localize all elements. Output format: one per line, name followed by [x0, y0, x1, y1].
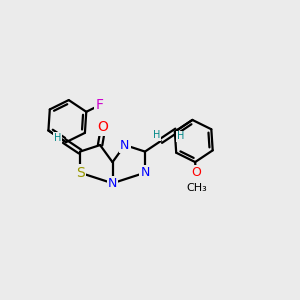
Text: H: H [54, 133, 61, 143]
Text: H: H [153, 130, 160, 140]
Text: N: N [140, 166, 150, 179]
Text: N: N [108, 177, 117, 190]
Text: F: F [95, 98, 104, 112]
Text: N: N [120, 139, 130, 152]
Text: CH₃: CH₃ [187, 183, 207, 193]
Text: O: O [191, 166, 201, 179]
Text: O: O [98, 120, 109, 134]
Text: H: H [177, 131, 184, 142]
Text: S: S [76, 166, 84, 180]
